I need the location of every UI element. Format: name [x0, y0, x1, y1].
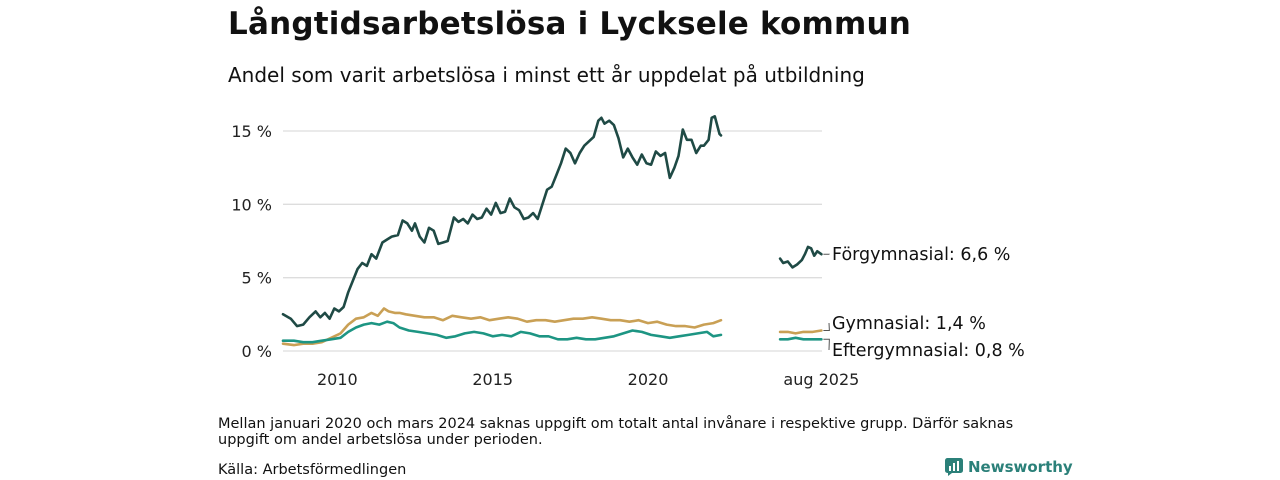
- x-tick-label: 2015: [472, 370, 513, 389]
- series-line-eftergymnasial: [778, 336, 823, 341]
- x-tick-label: 2020: [628, 370, 669, 389]
- series-line-gymnasial: [778, 329, 823, 335]
- series-end-label-gymnasial: Gymnasial: 1,4 %: [832, 314, 986, 334]
- brand-name: Newsworthy: [968, 458, 1073, 476]
- x-tick-label: 2010: [317, 370, 358, 389]
- series-line-forgymnasial: [778, 245, 823, 269]
- brand-logo[interactable]: Newsworthy: [945, 458, 1073, 476]
- x-axis-tick-labels: 2010 2015 2020 aug 2025: [317, 370, 859, 389]
- newsworthy-logo-icon: [945, 458, 963, 476]
- series-line-eftergymnasial: [281, 320, 723, 344]
- label-leader-gymnasial: [823, 322, 830, 331]
- series-end-labels: Förgymnasial: 6,6 % Gymnasial: 1,4 % Efter…: [823, 245, 1025, 361]
- series-end-label-eftergymnasial: Eftergymnasial: 0,8 %: [832, 341, 1025, 361]
- series-line-forgymnasial: [281, 115, 723, 328]
- series-line-gymnasial: [281, 307, 723, 347]
- chart-subtitle: Andel som varit arbetslösa i minst ett å…: [228, 63, 865, 87]
- chart-title: Långtidsarbetslösa i Lycksele kommun: [228, 6, 912, 42]
- x-tick-label: aug 2025: [783, 370, 859, 389]
- line-chart: 0 % 5 % 10 % 15 % 2010 2015 2020 aug 2025 Förg…: [231, 115, 1025, 389]
- footnote: Mellan januari 2020 och mars 2024 saknas…: [218, 416, 1014, 448]
- y-tick-label: 15 %: [231, 122, 272, 141]
- grid-lines: [283, 130, 822, 352]
- label-leader-eftergymnasial: [823, 338, 830, 351]
- y-tick-label: 5 %: [242, 269, 272, 288]
- series-end-label-forgymnasial: Förgymnasial: 6,6 %: [832, 245, 1010, 265]
- y-tick-label: 0 %: [242, 342, 272, 361]
- series-lines: [281, 115, 823, 347]
- source-credit: Källa: Arbetsförmedlingen: [218, 462, 407, 478]
- y-tick-label: 10 %: [231, 195, 272, 214]
- y-axis-tick-labels: 0 % 5 % 10 % 15 %: [231, 122, 272, 361]
